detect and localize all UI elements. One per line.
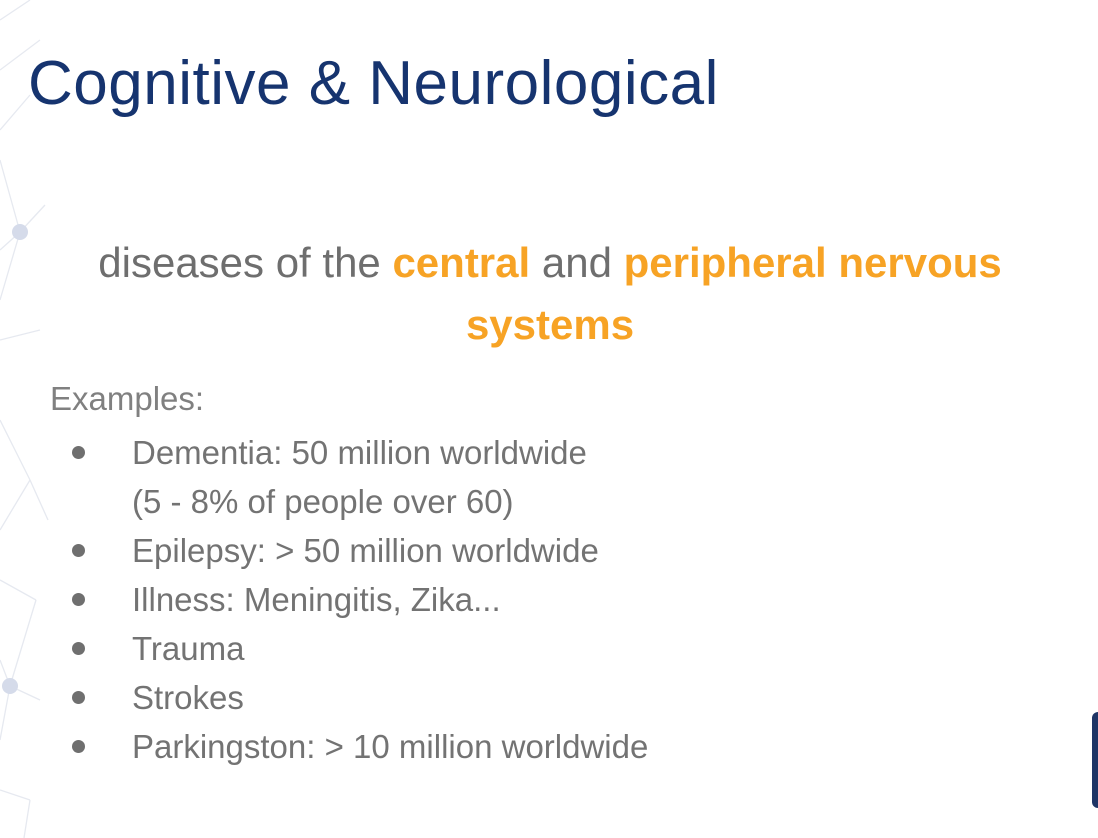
subtitle-text: and xyxy=(530,239,624,286)
network-node xyxy=(2,678,18,694)
list-item-text: Parkingston: > 10 million worldwide xyxy=(132,728,649,765)
list-item: Parkingston: > 10 million worldwide xyxy=(60,722,648,771)
list-item: Trauma xyxy=(60,624,648,673)
examples-label: Examples: xyxy=(50,380,205,417)
bullet-icon xyxy=(72,691,85,704)
list-item-text: Epilepsy: > 50 million worldwide xyxy=(132,532,599,569)
examples-list: Dementia: 50 million worldwide (5 - 8% o… xyxy=(60,428,648,771)
list-item-text: Strokes xyxy=(132,679,244,716)
network-node xyxy=(12,224,28,240)
list-item: Illness: Meningitis, Zika... xyxy=(60,575,648,624)
list-item-subtext: (5 - 8% of people over 60) xyxy=(132,483,514,520)
list-item: Dementia: 50 million worldwide (5 - 8% o… xyxy=(60,428,648,526)
bullet-icon xyxy=(72,740,85,753)
list-item: Strokes xyxy=(60,673,648,722)
bullet-icon xyxy=(72,642,85,655)
list-item-text: Trauma xyxy=(132,630,245,667)
list-item-text: Dementia: 50 million worldwide xyxy=(132,434,587,471)
bullet-icon xyxy=(72,446,85,459)
bullet-icon xyxy=(72,593,85,606)
page-title: Cognitive & Neurological xyxy=(28,49,719,118)
subtitle-text: diseases of the xyxy=(98,239,393,286)
slide-subtitle: diseases of the central and peripheral n… xyxy=(30,232,1070,356)
bullet-icon xyxy=(72,544,85,557)
list-item-text: Illness: Meningitis, Zika... xyxy=(132,581,501,618)
subtitle-highlight-central: central xyxy=(392,239,531,286)
subtitle-highlight-peripheral: peripheral nervous systems xyxy=(465,239,1002,348)
side-tab xyxy=(1092,712,1098,808)
list-item: Epilepsy: > 50 million worldwide xyxy=(60,526,648,575)
